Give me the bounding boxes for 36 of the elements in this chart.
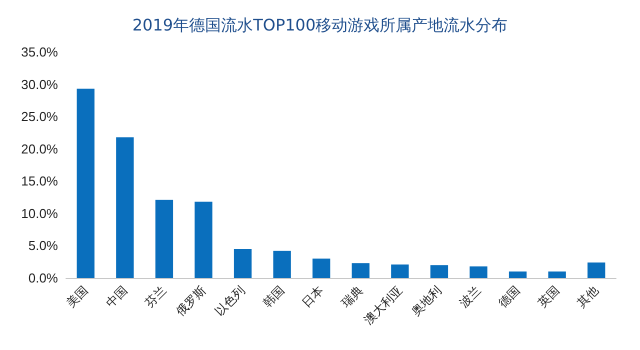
bar bbox=[116, 137, 134, 278]
bar bbox=[391, 264, 409, 278]
y-tick-label: 30.0% bbox=[21, 76, 58, 92]
bar bbox=[352, 263, 370, 278]
x-tick-label: 芬兰 bbox=[142, 283, 170, 310]
bar bbox=[155, 200, 174, 278]
bar bbox=[194, 202, 212, 278]
x-tick-label: 韩国 bbox=[260, 283, 288, 310]
x-tick-label: 中国 bbox=[103, 283, 130, 310]
x-tick-label: 以色列 bbox=[212, 283, 248, 318]
y-tick-label: 15.0% bbox=[21, 174, 58, 189]
bar bbox=[470, 266, 488, 278]
x-tick-label: 其他 bbox=[574, 283, 602, 310]
bar bbox=[430, 265, 448, 278]
chart-title: 2019年德国流水TOP100移动游戏所属产地流水分布 bbox=[132, 16, 508, 34]
bar bbox=[548, 272, 566, 278]
bar bbox=[588, 262, 606, 278]
x-tick-label: 美国 bbox=[64, 283, 91, 310]
x-tick-label: 英国 bbox=[535, 283, 562, 310]
y-tick-label: 25.0% bbox=[21, 109, 58, 124]
x-tick-label: 俄罗斯 bbox=[173, 283, 208, 318]
bar bbox=[273, 250, 291, 278]
y-tick-label: 10.0% bbox=[21, 206, 58, 221]
x-tick-label: 瑞典 bbox=[338, 283, 366, 310]
x-tick-label: 日本 bbox=[299, 283, 326, 310]
y-tick-label: 0.0% bbox=[28, 270, 58, 286]
x-tick-label: 奥地利 bbox=[408, 283, 444, 318]
x-tick-label: 德国 bbox=[496, 283, 523, 310]
y-tick-label: 35.0% bbox=[21, 44, 58, 60]
y-tick-label: 5.0% bbox=[28, 238, 58, 254]
bar bbox=[76, 88, 94, 278]
bar bbox=[234, 248, 252, 278]
bar bbox=[508, 272, 527, 278]
x-tick-label: 波兰 bbox=[456, 283, 484, 310]
y-tick-label: 20.0% bbox=[21, 141, 58, 156]
bar bbox=[312, 258, 330, 278]
